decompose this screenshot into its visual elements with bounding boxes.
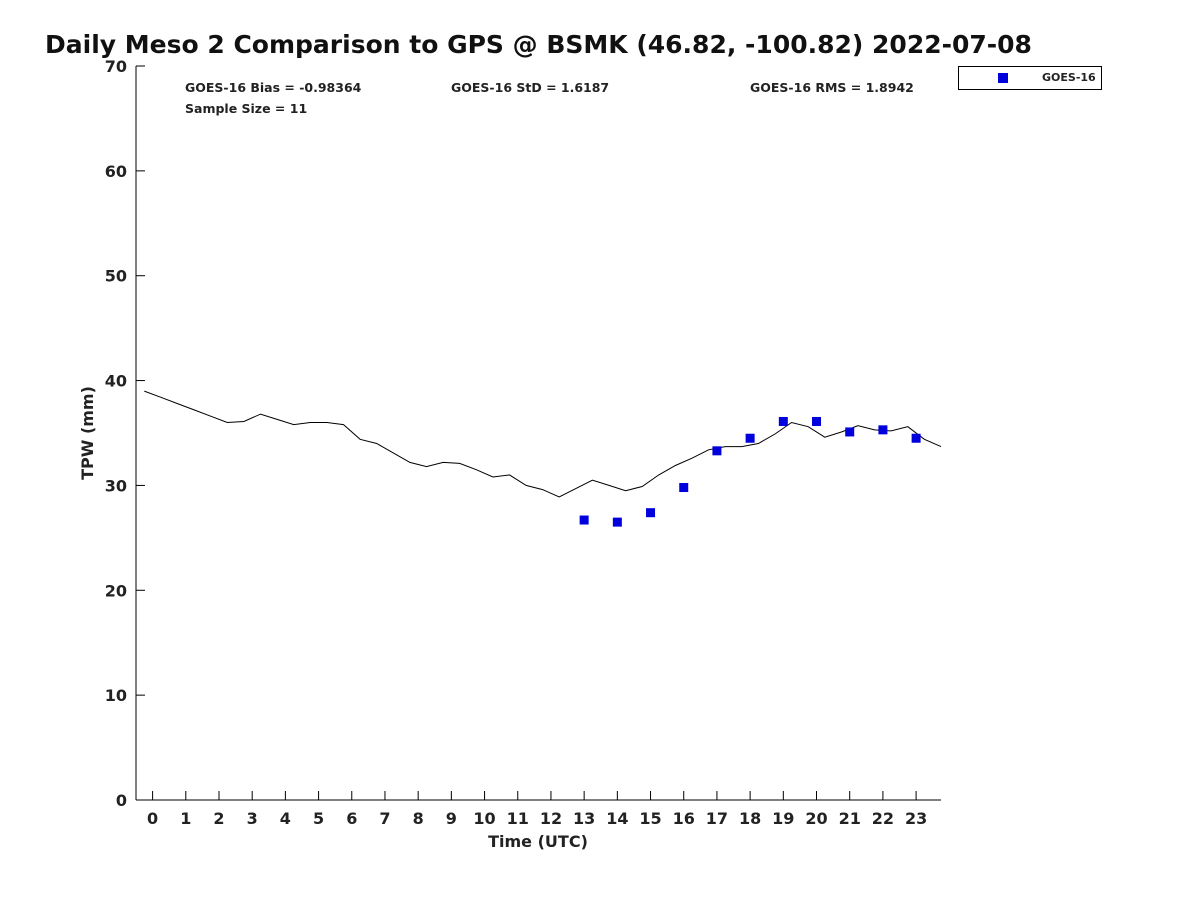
x-tick-label: 19 bbox=[772, 809, 794, 828]
x-tick-label: 22 bbox=[872, 809, 894, 828]
y-tick-label: 20 bbox=[105, 581, 127, 600]
x-ticks: 0 1 2 3 4 5 6 7 8 9 10 11 12 13 14 15 16 17 18 19 20 21 22 23 bbox=[147, 791, 927, 828]
stat-bias: GOES-16 Bias = -0.98364 bbox=[185, 80, 362, 95]
y-tick-label: 60 bbox=[105, 162, 127, 181]
x-tick-label: 15 bbox=[639, 809, 661, 828]
axes bbox=[135, 66, 941, 801]
legend: GOES-16 bbox=[958, 66, 1102, 90]
x-tick-label: 14 bbox=[606, 809, 628, 828]
goes16-point bbox=[679, 483, 689, 493]
goes16-point bbox=[812, 416, 822, 426]
y-tick-label: 10 bbox=[105, 686, 127, 705]
x-tick-label: 7 bbox=[379, 809, 390, 828]
y-tick-label: 30 bbox=[105, 476, 127, 495]
x-tick-label: 6 bbox=[346, 809, 357, 828]
goes16-point bbox=[579, 515, 589, 525]
goes16-point bbox=[745, 433, 755, 443]
y-tick-label: 40 bbox=[105, 372, 127, 391]
x-tick-label: 12 bbox=[540, 809, 562, 828]
x-tick-label: 2 bbox=[213, 809, 224, 828]
x-tick-label: 21 bbox=[839, 809, 861, 828]
y-tick-label: 70 bbox=[105, 57, 127, 76]
goes16-points-series bbox=[579, 416, 921, 527]
x-tick-label: 1 bbox=[180, 809, 191, 828]
x-tick-label: 13 bbox=[573, 809, 595, 828]
x-tick-label: 8 bbox=[413, 809, 424, 828]
goes16-point bbox=[646, 508, 656, 518]
y-tick-label: 50 bbox=[105, 267, 127, 286]
x-tick-label: 10 bbox=[473, 809, 495, 828]
stat-std: GOES-16 StD = 1.6187 bbox=[451, 80, 609, 95]
goes16-point bbox=[878, 425, 888, 435]
x-tick-label: 17 bbox=[706, 809, 728, 828]
x-tick-label: 3 bbox=[247, 809, 258, 828]
goes16-point bbox=[911, 433, 921, 443]
goes16-point bbox=[712, 446, 722, 456]
gps-line-series bbox=[144, 390, 942, 498]
goes16-point bbox=[845, 427, 855, 437]
y-ticks: 0 10 20 30 40 50 60 70 bbox=[105, 57, 145, 810]
stat-rms: GOES-16 RMS = 1.8942 bbox=[750, 80, 914, 95]
x-tick-label: 9 bbox=[446, 809, 457, 828]
legend-label: GOES-16 bbox=[1042, 71, 1096, 84]
goes16-point bbox=[612, 517, 622, 527]
x-tick-label: 23 bbox=[905, 809, 927, 828]
x-tick-label: 5 bbox=[313, 809, 324, 828]
x-tick-label: 20 bbox=[805, 809, 827, 828]
x-tick-label: 11 bbox=[507, 809, 529, 828]
y-tick-label: 0 bbox=[116, 791, 127, 810]
x-tick-label: 16 bbox=[673, 809, 695, 828]
goes16-point bbox=[778, 416, 788, 426]
chart-title: Daily Meso 2 Comparison to GPS @ BSMK (4… bbox=[45, 30, 1032, 59]
stat-sample-size: Sample Size = 11 bbox=[185, 101, 307, 116]
x-tick-label: 18 bbox=[739, 809, 761, 828]
legend-marker bbox=[998, 73, 1008, 83]
y-axis-title: TPW (mm) bbox=[78, 386, 97, 480]
gps-line bbox=[144, 390, 942, 498]
x-tick-label: 4 bbox=[280, 809, 291, 828]
x-axis-title: Time (UTC) bbox=[488, 832, 588, 851]
legend-box bbox=[958, 66, 1102, 90]
x-tick-label: 0 bbox=[147, 809, 158, 828]
